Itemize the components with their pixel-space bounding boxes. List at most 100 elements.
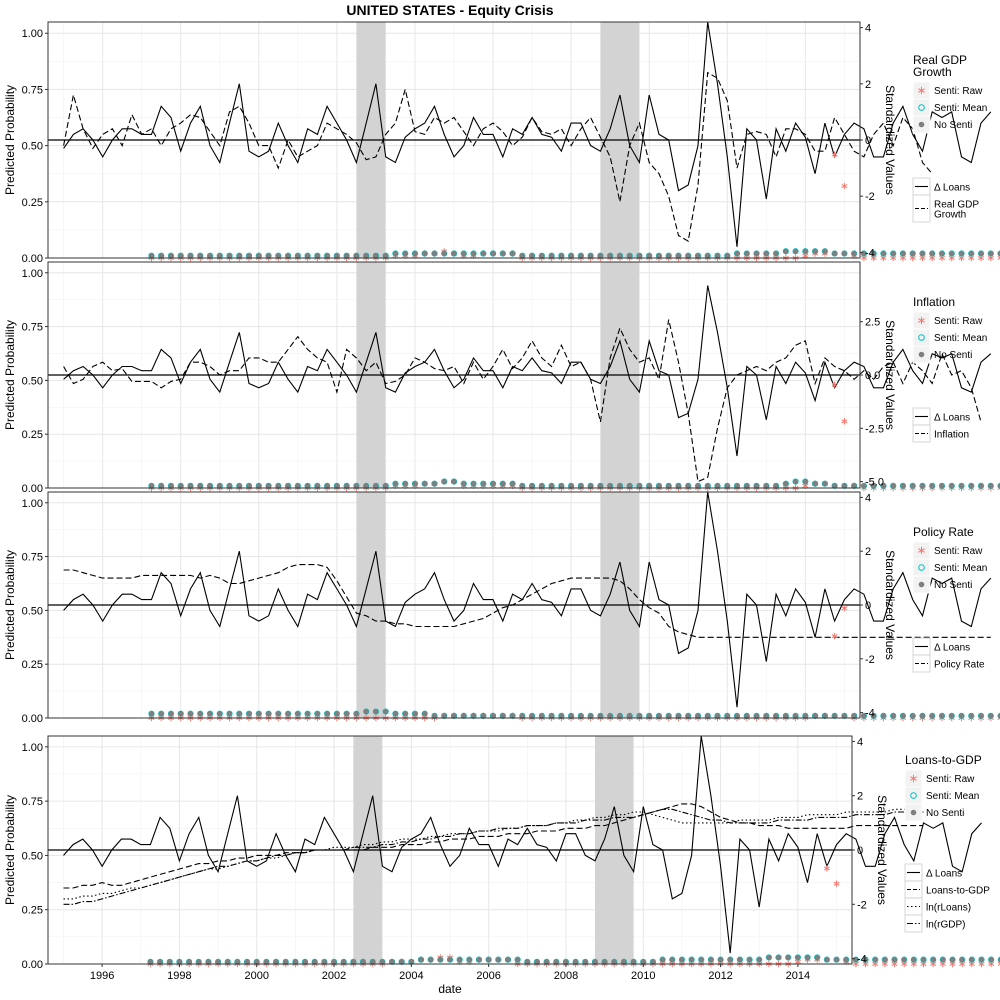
no-senti-point — [578, 253, 584, 259]
no-senti-point — [880, 250, 887, 257]
legend-label: No Senti — [934, 120, 972, 131]
no-senti-point — [234, 959, 241, 965]
no-senti-point — [919, 250, 926, 257]
no-senti-point — [461, 250, 467, 257]
no-senti-point — [627, 483, 633, 489]
y-left-tick-label: 0.50 — [22, 850, 43, 862]
no-senti-point — [900, 250, 906, 257]
no-senti-point — [544, 959, 550, 965]
no-senti-point — [353, 711, 360, 717]
no-senti-point — [685, 253, 691, 259]
no-senti-point — [207, 483, 213, 489]
no-senti-point — [470, 250, 477, 257]
no-senti-point — [519, 483, 525, 489]
no-senti-point — [646, 713, 652, 719]
senti-mean-point — [402, 480, 409, 487]
no-senti-point — [383, 253, 389, 259]
no-senti-point — [275, 711, 281, 717]
no-senti-point — [705, 253, 711, 259]
no-senti-point — [470, 481, 477, 487]
no-senti-point — [553, 959, 559, 965]
y-right-axis-title: Standardized Values — [883, 320, 897, 430]
no-senti-point — [968, 713, 974, 719]
no-senti-point — [568, 253, 574, 259]
no-senti-point — [814, 954, 820, 961]
no-senti-point — [900, 713, 906, 719]
senti-mean-point — [470, 480, 477, 487]
no-senti-point — [341, 959, 347, 965]
no-senti-point — [773, 250, 779, 257]
no-senti-point — [373, 483, 379, 489]
no-senti-point — [978, 250, 984, 257]
y-left-tick-label: 1.00 — [22, 268, 43, 280]
no-senti-point — [832, 483, 838, 489]
legend-key-nosenti — [918, 121, 925, 128]
y-right-tick-label: 4 — [857, 736, 863, 748]
no-senti-point — [529, 253, 535, 259]
no-senti-point — [714, 713, 721, 719]
no-senti-point — [353, 253, 360, 259]
y-right-tick-label: -2 — [865, 191, 875, 203]
no-senti-point — [490, 713, 496, 719]
legend-label: Senti: Mean — [934, 103, 987, 114]
x-tick-label: 2012 — [708, 970, 732, 982]
no-senti-point — [334, 483, 340, 489]
no-senti-point — [949, 713, 955, 719]
no-senti-point — [919, 483, 926, 489]
y-left-axis-title: Predicted Probability — [3, 795, 17, 905]
no-senti-point — [775, 954, 782, 961]
no-senti-point — [611, 959, 617, 965]
legend-line-label: Loans-to-GDP — [926, 886, 990, 897]
y-left-tick-label: 0.00 — [22, 959, 43, 971]
no-senti-point — [708, 957, 714, 963]
no-senti-point — [939, 713, 945, 719]
senti-mean-point — [499, 480, 506, 487]
senti-mean-point — [402, 250, 409, 257]
y-right-tick-label: -2 — [857, 899, 867, 911]
no-senti-point — [578, 483, 584, 489]
no-senti-point — [988, 483, 994, 489]
no-senti-point — [500, 713, 506, 719]
senti-mean-point — [431, 250, 438, 257]
senti-mean-point — [392, 250, 399, 257]
no-senti-point — [217, 483, 223, 489]
y-left-tick-label: 0.75 — [22, 552, 43, 564]
no-senti-point — [792, 713, 799, 719]
no-senti-point — [773, 483, 779, 489]
legend-line-label: Δ Loans — [926, 869, 962, 880]
no-senti-point — [457, 957, 463, 963]
no-senti-point — [285, 253, 291, 259]
senti-mean-point — [499, 250, 506, 257]
no-senti-point — [360, 959, 366, 965]
legend-key — [912, 328, 931, 347]
no-senti-point — [158, 253, 164, 259]
no-senti-point — [911, 957, 917, 963]
no-senti-point — [509, 250, 516, 257]
no-senti-point — [441, 713, 447, 719]
x-tick-label: 1996 — [90, 970, 114, 982]
no-senti-point — [871, 483, 877, 489]
no-senti-point — [285, 711, 291, 717]
no-senti-point — [724, 253, 730, 259]
no-senti-point — [324, 483, 330, 489]
no-senti-point — [958, 250, 965, 257]
no-senti-point — [256, 483, 262, 489]
no-senti-point — [431, 713, 438, 719]
legend-title: Loans-to-GDP — [905, 753, 982, 767]
no-senti-point — [812, 248, 818, 254]
no-senti-point — [490, 250, 496, 257]
no-senti-point — [486, 957, 492, 963]
no-senti-point — [588, 713, 594, 719]
no-senti-point — [480, 713, 486, 719]
no-senti-point — [515, 957, 521, 963]
legend-line-label: ln(rLoans) — [926, 903, 971, 914]
no-senti-point — [431, 250, 438, 257]
no-senti-point — [529, 713, 535, 719]
legend-key-raw — [910, 774, 917, 783]
legend-label: Senti: Raw — [934, 86, 983, 97]
no-senti-point — [851, 713, 857, 719]
no-senti-point — [968, 483, 974, 489]
no-senti-point — [666, 483, 672, 489]
no-senti-point — [666, 713, 672, 719]
senti-raw-point — [833, 880, 840, 887]
